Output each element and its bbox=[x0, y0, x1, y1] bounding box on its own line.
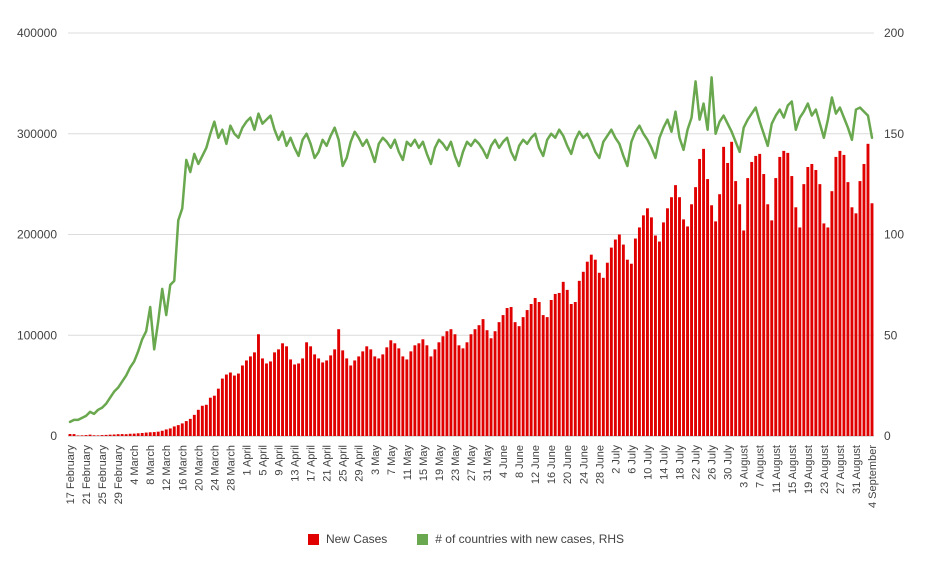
left-axis-tick: 300000 bbox=[17, 127, 57, 141]
x-axis-tick: 24 June bbox=[578, 445, 590, 484]
x-axis-tick: 5 April bbox=[257, 445, 269, 476]
x-axis-tick: 25 February bbox=[97, 445, 109, 505]
x-axis-tick: 17 February bbox=[65, 445, 77, 505]
x-axis-tick: 14 July bbox=[658, 445, 670, 480]
axis-tick-labels: 0 0 100000 50 200000 100 300000 150 400000 200 bbox=[17, 26, 904, 443]
countries-swatch-icon bbox=[417, 533, 429, 545]
x-axis-labels: 17 February 21 February 25 February 29 Febr… bbox=[65, 445, 879, 508]
x-axis-tick: 11 May bbox=[402, 445, 414, 481]
x-axis-tick: 13 April bbox=[290, 445, 302, 482]
legend-label-new-cases: New Cases bbox=[325, 532, 388, 546]
x-axis-tick: 22 July bbox=[691, 445, 703, 480]
right-axis-tick: 100 bbox=[884, 228, 904, 242]
x-axis-tick: 28 June bbox=[594, 445, 606, 484]
x-axis-tick: 19 May bbox=[434, 445, 446, 482]
legend: New Cases # of countries with new cases,… bbox=[0, 529, 932, 549]
x-axis-tick: 11 August bbox=[771, 445, 783, 493]
legend-item-countries: # of countries with new cases, RHS bbox=[417, 532, 624, 546]
chart-canvas: 0 0 100000 50 200000 100 300000 150 400000 200 17 … bbox=[17, 26, 904, 508]
x-axis-tick: 15 May bbox=[418, 445, 430, 482]
new-cases-swatch-icon bbox=[307, 533, 319, 545]
left-axis-tick: 200000 bbox=[17, 228, 57, 242]
x-axis-tick: 2 July bbox=[610, 445, 622, 474]
x-axis-tick: 27 August bbox=[835, 445, 847, 494]
x-axis-tick: 15 August bbox=[787, 445, 799, 494]
x-axis-tick: 25 April bbox=[338, 445, 350, 482]
countries-line bbox=[68, 76, 874, 424]
left-axis-tick: 100000 bbox=[17, 328, 57, 342]
x-axis-tick: 8 March bbox=[145, 445, 157, 485]
x-axis-tick: 4 September bbox=[867, 445, 879, 508]
x-axis-tick: 29 April bbox=[354, 445, 366, 482]
x-axis-tick: 7 August bbox=[755, 445, 767, 488]
x-axis-tick: 24 March bbox=[209, 445, 221, 491]
x-axis-tick: 3 August bbox=[739, 445, 751, 488]
x-axis-tick: 21 April bbox=[322, 445, 334, 482]
x-axis-tick: 12 March bbox=[161, 445, 173, 491]
x-axis-tick: 9 April bbox=[274, 445, 286, 476]
x-axis-tick: 1 April bbox=[241, 445, 253, 476]
x-axis-tick: 29 February bbox=[113, 445, 125, 505]
x-axis-tick: 16 June bbox=[546, 445, 558, 484]
right-axis-tick: 200 bbox=[884, 26, 904, 40]
right-axis-tick: 50 bbox=[884, 328, 898, 342]
x-axis-tick: 27 May bbox=[466, 445, 478, 482]
x-axis-tick: 30 July bbox=[723, 445, 735, 480]
left-axis-tick: 400000 bbox=[17, 26, 57, 40]
legend-label-countries: # of countries with new cases, RHS bbox=[435, 532, 625, 546]
x-axis-tick: 23 May bbox=[450, 445, 462, 482]
x-axis-tick: 17 April bbox=[306, 445, 318, 482]
x-axis-tick: 26 July bbox=[707, 445, 719, 480]
x-axis-tick: 21 February bbox=[81, 445, 93, 505]
x-axis-tick: 28 March bbox=[225, 445, 237, 491]
x-axis-tick: 4 June bbox=[498, 445, 510, 478]
x-axis-tick: 31 May bbox=[482, 445, 494, 482]
x-axis-tick: 10 July bbox=[642, 445, 654, 480]
left-axis-tick: 0 bbox=[50, 429, 57, 443]
new-cases-bars bbox=[68, 141, 874, 437]
x-axis-tick: 8 June bbox=[514, 445, 526, 478]
x-axis-tick: 23 August bbox=[819, 445, 831, 494]
x-axis-tick: 12 June bbox=[530, 445, 542, 484]
x-axis-tick: 6 July bbox=[626, 445, 638, 474]
x-axis-tick: 16 March bbox=[177, 445, 189, 491]
right-axis-tick: 150 bbox=[884, 127, 904, 141]
legend-item-new-cases: New Cases bbox=[307, 532, 388, 546]
x-axis-tick: 19 August bbox=[803, 445, 815, 494]
x-axis-tick: 20 March bbox=[193, 445, 205, 491]
x-axis-tick: 3 May bbox=[370, 445, 382, 475]
x-axis-tick: 20 June bbox=[562, 445, 574, 484]
x-axis-tick: 7 May bbox=[386, 445, 398, 475]
x-axis-tick: 31 August bbox=[851, 445, 863, 494]
x-axis-tick: 4 March bbox=[129, 445, 141, 485]
x-axis-tick: 18 July bbox=[675, 445, 687, 480]
right-axis-tick: 0 bbox=[884, 429, 891, 443]
